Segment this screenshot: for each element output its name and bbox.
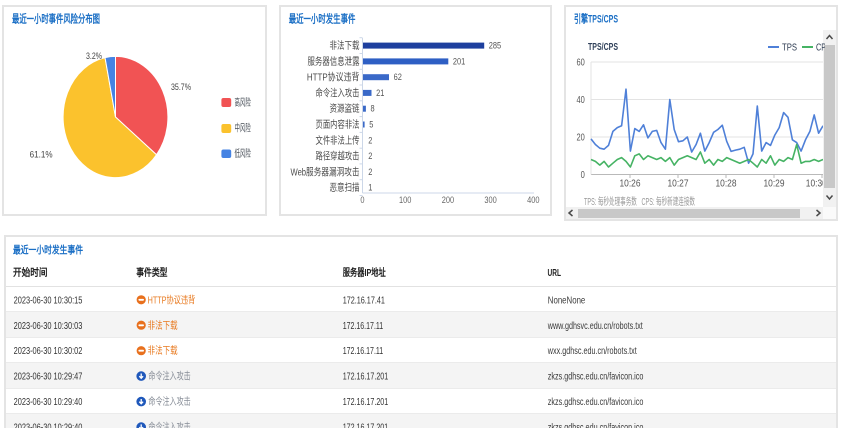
svg-text:路径穿越攻击: 路径穿越攻击 [316,150,360,163]
svg-text:NoneNone: NoneNone [548,295,586,306]
svg-text:172.16.17.201: 172.16.17.201 [343,423,389,428]
svg-text:服务器信息泄露: 服务器信息泄露 [308,55,360,68]
svg-text:HTTP协议违背: HTTP协议违背 [148,293,196,306]
svg-text:命令注入攻击: 命令注入攻击 [316,86,360,99]
svg-text:0: 0 [360,195,364,205]
svg-text:最近一小时发生事件: 最近一小时发生事件 [13,244,83,257]
svg-text:2: 2 [368,167,372,177]
svg-text:中风险: 中风险 [235,122,251,135]
svg-text:命令注入攻击: 命令注入攻击 [148,421,190,428]
svg-text:TPS: 每秒处理事务数 CPS: 每秒新建连接数: TPS: 每秒处理事务数 CPS: 每秒新建连接数 [584,195,695,208]
svg-text:Web服务器漏洞攻击: Web服务器漏洞攻击 [291,165,360,178]
svg-text:61.1%: 61.1% [30,150,53,160]
svg-text:5: 5 [369,120,373,130]
svg-text:高风险: 高风险 [235,96,251,109]
svg-text:3.2%: 3.2% [86,51,102,61]
svg-text:zkzs.gdhsc.edu.cn/favicon.ico: zkzs.gdhsc.edu.cn/favicon.ico [548,423,644,428]
svg-text:2023-06-30 10:30:03: 2023-06-30 10:30:03 [14,321,83,332]
svg-text:非法下载: 非法下载 [148,344,178,357]
svg-text:172.16.17.201: 172.16.17.201 [343,372,389,383]
svg-text:www.gdhsvc.edu.cn/robots.txt: www.gdhsvc.edu.cn/robots.txt [547,321,643,332]
svg-text:最近一小时事件风险分布图: 最近一小时事件风险分布图 [12,12,100,26]
svg-text:10:28: 10:28 [716,179,737,190]
svg-text:2023-06-30 10:30:15: 2023-06-30 10:30:15 [14,295,83,306]
svg-text:285: 285 [489,41,501,51]
svg-text:172.16.17.11: 172.16.17.11 [343,321,384,332]
svg-text:60: 60 [577,58,586,69]
svg-text:10:29: 10:29 [764,179,785,190]
svg-text:172.16.17.201: 172.16.17.201 [343,397,389,408]
svg-text:2: 2 [368,135,372,145]
svg-text:2023-06-30 10:29:47: 2023-06-30 10:29:47 [14,372,83,383]
svg-text:172.16.17.11: 172.16.17.11 [343,346,384,357]
svg-text:开始时间: 开始时间 [13,266,48,279]
svg-text:100: 100 [399,195,411,205]
svg-text:zkzs.gdhsc.edu.cn/favicon.ico: zkzs.gdhsc.edu.cn/favicon.ico [548,397,644,408]
svg-text:非法下载: 非法下载 [330,39,360,52]
svg-text:wxx.gdhsc.edu.cn/robots.txt: wxx.gdhsc.edu.cn/robots.txt [547,346,637,357]
svg-text:恶意扫描: 恶意扫描 [330,181,360,194]
svg-text:TPS: TPS [782,43,797,54]
svg-text:zkzs.gdhsc.edu.cn/favicon.ico: zkzs.gdhsc.edu.cn/favicon.ico [548,372,644,383]
svg-text:35.7%: 35.7% [171,82,191,92]
svg-text:命令注入攻击: 命令注入攻击 [148,370,190,383]
svg-text:2: 2 [368,151,372,161]
svg-text:资源盗链: 资源盗链 [330,102,360,115]
svg-text:2023-06-30 10:30:02: 2023-06-30 10:30:02 [14,346,83,357]
svg-text:事件类型: 事件类型 [136,266,167,279]
svg-text:服务器IP地址: 服务器IP地址 [343,266,386,279]
svg-text:21: 21 [376,88,384,98]
svg-text:1: 1 [368,183,372,193]
svg-text:201: 201 [453,56,465,66]
svg-text:10:27: 10:27 [668,179,689,190]
svg-text:文件非法上传: 文件非法上传 [316,134,360,147]
svg-text:10:30: 10:30 [806,179,827,190]
svg-text:62: 62 [394,72,402,82]
svg-text:2023-06-30 10:29:40: 2023-06-30 10:29:40 [14,423,83,428]
svg-text:页面内容非法: 页面内容非法 [316,118,360,131]
svg-text:172.16.17.41: 172.16.17.41 [343,295,386,306]
svg-text:200: 200 [442,195,454,205]
svg-text:HTTP协议违背: HTTP协议违背 [307,71,360,84]
svg-text:8: 8 [371,104,375,114]
svg-text:40: 40 [577,95,586,106]
svg-text:最近一小时发生事件: 最近一小时发生事件 [289,12,356,26]
svg-text:400: 400 [527,195,539,205]
svg-text:300: 300 [484,195,496,205]
svg-text:URL: URL [548,268,562,279]
svg-text:0: 0 [581,170,586,181]
svg-text:10:26: 10:26 [620,179,641,190]
svg-text:低风险: 低风险 [235,147,251,160]
svg-text:CPS: CPS [816,43,831,54]
svg-text:2023-06-30 10:29:40: 2023-06-30 10:29:40 [14,397,83,408]
svg-text:命令注入攻击: 命令注入攻击 [148,395,190,408]
svg-text:非法下载: 非法下载 [148,319,178,332]
svg-text:TPS/CPS: TPS/CPS [588,42,618,53]
svg-text:引擎TPS/CPS: 引擎TPS/CPS [574,12,618,26]
svg-text:20: 20 [577,133,586,144]
